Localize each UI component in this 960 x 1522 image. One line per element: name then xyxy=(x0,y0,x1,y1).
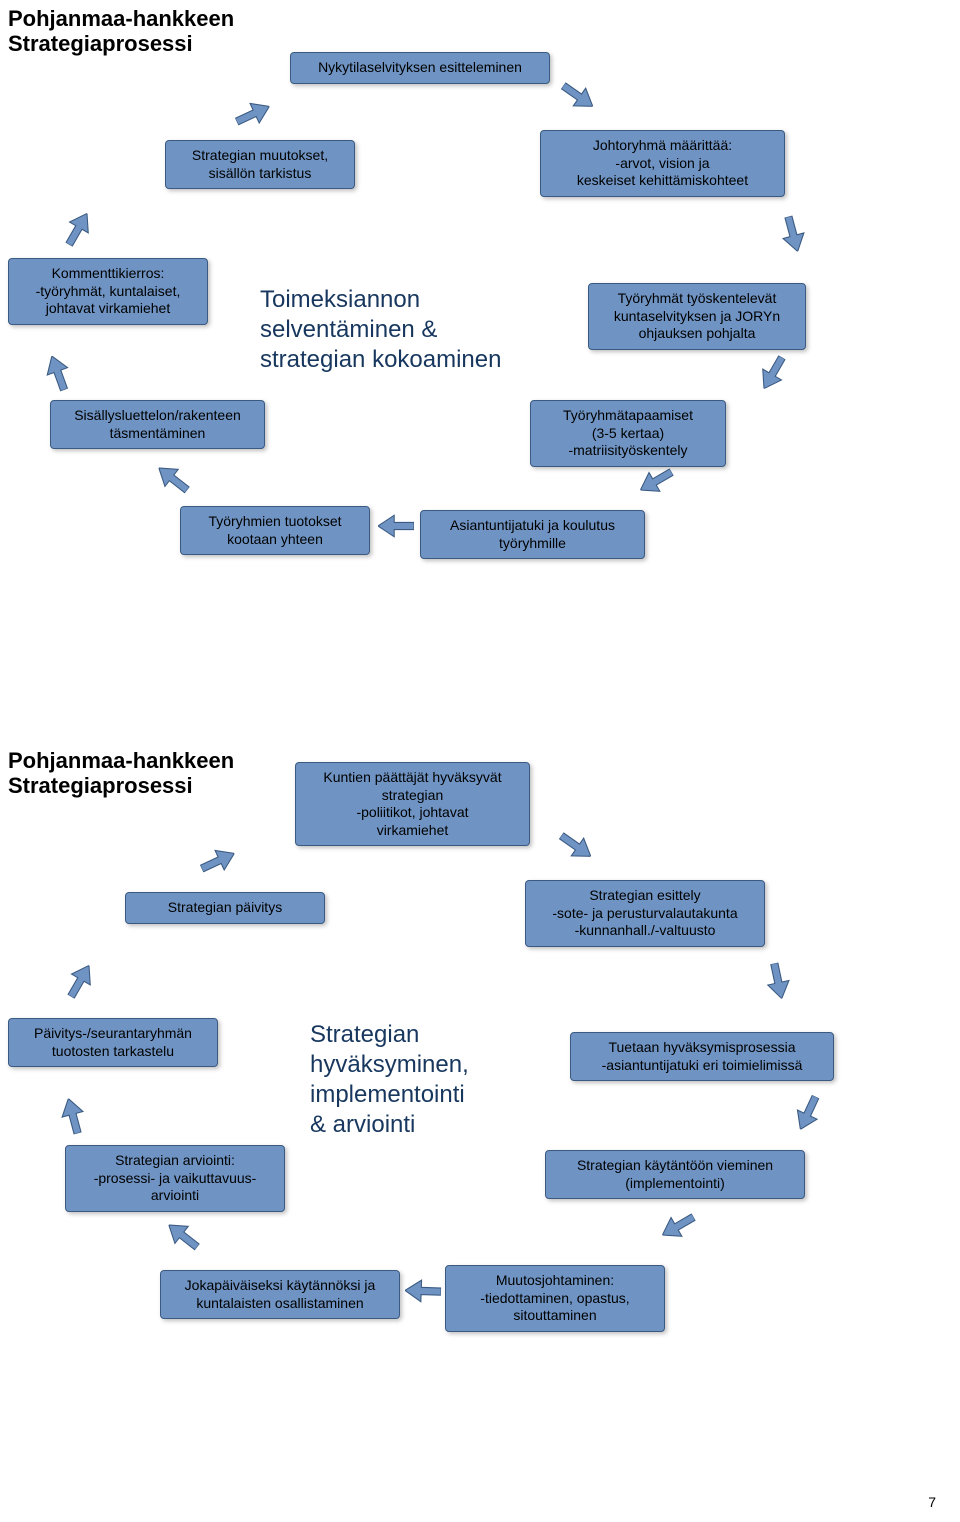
arrow-icon xyxy=(759,960,798,1002)
node-paivitys-seuranta: Päivitys-/seurantaryhmäntuotosten tarkas… xyxy=(8,1018,218,1067)
arrow-icon xyxy=(554,73,602,120)
diagram2-title: Pohjanmaa-hankkeenStrategiaprosessi xyxy=(8,748,234,799)
arrow-icon xyxy=(750,349,796,396)
arrow-icon xyxy=(37,351,79,396)
node-strategian-paivitys: Strategian päivitys xyxy=(125,892,325,924)
node-strategian-arviointi: Strategian arviointi:-prosessi- ja vaiku… xyxy=(65,1145,285,1212)
node-johtoryhma: Johtoryhmä määrittää:-arvot, vision jake… xyxy=(540,130,785,197)
arrow-icon xyxy=(55,205,101,252)
diagram2-center-text: Strategianhyväksyminen,implementointi& a… xyxy=(310,1020,540,1140)
node-tuetaan-hyvaksymis: Tuetaan hyväksymisprosessia-asiantuntija… xyxy=(570,1032,834,1081)
arrow-icon xyxy=(552,823,600,870)
arrow-icon xyxy=(786,1090,830,1136)
diagram-strategy-process-1: Pohjanmaa-hankkeenStrategiaprosessi Toim… xyxy=(0,0,960,730)
node-kommenttikierros: Kommenttikierros:-työryhmät, kuntalaiset… xyxy=(8,258,208,325)
page-number: 7 xyxy=(928,1494,936,1510)
node-nykytilaselvitys: Nykytilaselvityksen esitteleminen xyxy=(290,52,550,84)
node-muutosjohtaminen: Muutosjohtaminen:-tiedottaminen, opastus… xyxy=(445,1265,665,1332)
arrow-icon xyxy=(159,1212,207,1259)
node-sisallysluettelo: Sisällysluettelon/rakenteentäsmentäminen xyxy=(50,400,265,449)
node-tyoryhmatapaamiset: Työryhmätapaamiset(3-5 kertaa)-matriisit… xyxy=(530,400,726,467)
node-tyoryhmat-tyosk: Työryhmät työskentelevätkuntaselvityksen… xyxy=(588,283,806,350)
arrow-icon xyxy=(404,1274,441,1307)
node-strategian-muutokset: Strategian muutokset,sisällön tarkistus xyxy=(165,140,355,189)
arrow-icon xyxy=(378,510,414,542)
node-tyoryhmien-tuotokset: Työryhmien tuotoksetkootaan yhteen xyxy=(180,506,370,555)
node-asiantuntijatuki: Asiantuntijatuki ja koulutustyöryhmille xyxy=(420,510,645,559)
diagram1-center-text: Toimeksiannonselventäminen &strategian k… xyxy=(260,285,560,375)
arrow-icon xyxy=(654,1203,701,1249)
diagram1-title: Pohjanmaa-hankkeenStrategiaprosessi xyxy=(8,6,234,57)
node-kaytantoon-vieminen: Strategian käytäntöön vieminen(implement… xyxy=(545,1150,805,1199)
arrow-icon xyxy=(53,1094,93,1137)
arrow-icon xyxy=(57,957,103,1004)
arrow-icon xyxy=(195,839,241,883)
arrow-icon xyxy=(149,455,197,502)
node-kuntien-paattajat: Kuntien päättäjät hyväksyvätstrategian-p… xyxy=(295,762,530,846)
node-strategian-esittely: Strategian esittely-sote- ja perusturval… xyxy=(525,880,765,947)
arrow-icon xyxy=(230,92,276,136)
diagram-strategy-process-2: Pohjanmaa-hankkeenStrategiaprosessi Stra… xyxy=(0,740,960,1500)
arrow-icon xyxy=(773,212,813,255)
node-jokapaivaiseksi: Jokapäiväiseksi käytännöksi jakuntalaist… xyxy=(160,1270,400,1319)
